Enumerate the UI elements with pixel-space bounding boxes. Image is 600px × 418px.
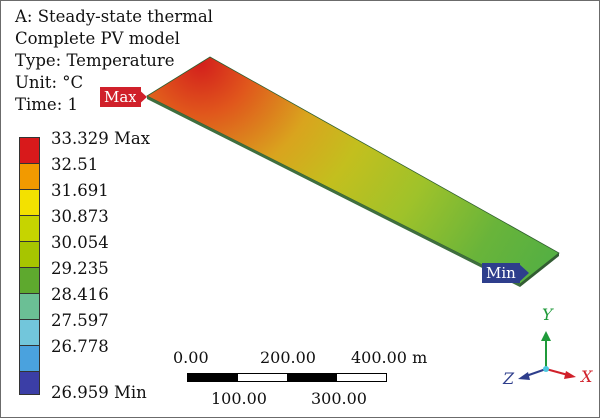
min-probe-tag[interactable]: Min: [482, 263, 520, 283]
legend-label: 30.054: [51, 233, 109, 252]
legend-swatch: [19, 345, 40, 371]
axis-x-label: X: [581, 367, 593, 386]
legend-label: 26.778: [51, 337, 109, 356]
legend-swatch: [19, 241, 40, 267]
scale-bar: [187, 373, 387, 382]
max-probe-pointer-icon: [136, 87, 147, 107]
legend-label: 27.597: [51, 311, 109, 330]
min-probe-pointer-icon: [518, 263, 529, 283]
legend-label: 30.873: [51, 207, 109, 226]
legend-swatch: [19, 371, 40, 395]
max-probe-tag[interactable]: Max: [100, 87, 141, 107]
result-time: Time: 1: [15, 95, 78, 114]
legend-label: 29.235: [51, 259, 109, 278]
legend-label: 31.691: [51, 181, 109, 200]
legend-swatch: [19, 293, 40, 319]
scale-label: 300.00: [311, 389, 367, 408]
max-probe-label: Max: [104, 88, 137, 106]
plate-top-surface: [146, 56, 560, 285]
analysis-title: A: Steady-state thermal: [15, 7, 213, 26]
axis-triad-icon[interactable]: [506, 321, 586, 401]
axis-y-label: Y: [542, 305, 553, 324]
legend-swatch: [19, 137, 40, 163]
result-unit: Unit: °C: [15, 73, 84, 92]
legend-label: 26.959 Min: [51, 383, 147, 402]
legend-swatch: [19, 163, 40, 189]
scale-label: 200.00: [260, 348, 316, 367]
result-type: Type: Temperature: [15, 51, 175, 70]
min-probe-label: Min: [486, 264, 516, 282]
plate-side-edge: [147, 96, 520, 287]
scale-label: 400.00 m: [351, 348, 428, 367]
scale-label: 100.00: [211, 389, 267, 408]
legend-label: 32.51: [51, 155, 99, 174]
legend-swatch: [19, 267, 40, 293]
legend-swatch: [19, 319, 40, 345]
plate-end-edge: [520, 253, 559, 287]
axis-z-label: Z: [503, 369, 515, 388]
legend-swatch: [19, 189, 40, 215]
legend-swatch: [19, 215, 40, 241]
legend-label: 28.416: [51, 285, 109, 304]
model-name: Complete PV model: [15, 29, 180, 48]
scale-label: 0.00: [173, 348, 209, 367]
legend-label: 33.329 Max: [51, 129, 151, 148]
